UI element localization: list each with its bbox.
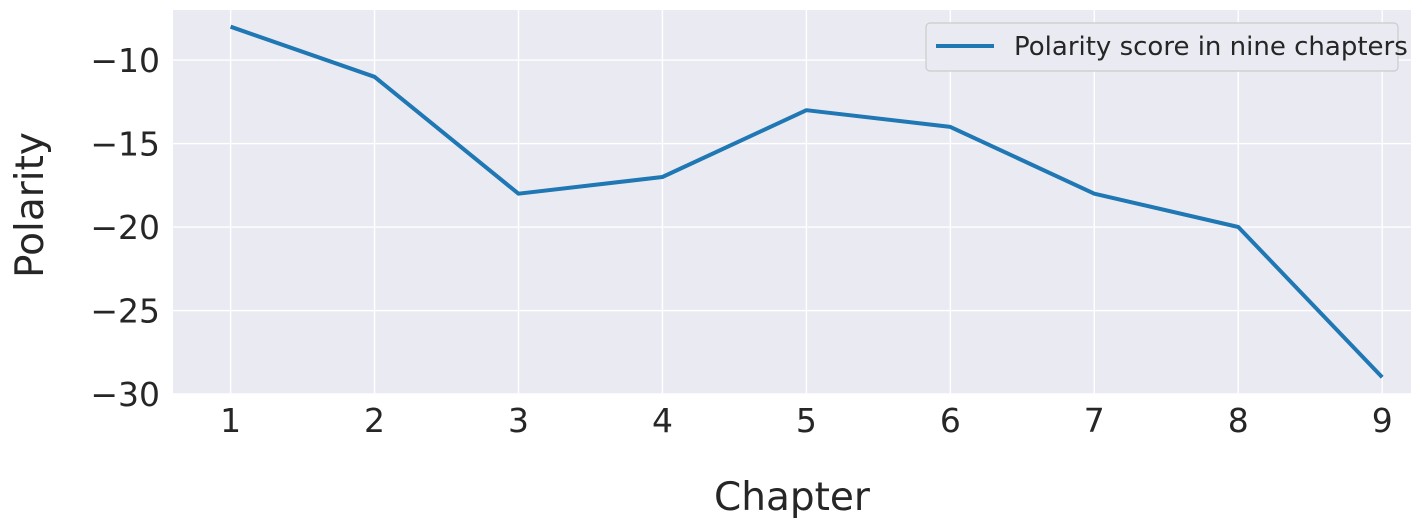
y-tick-label: −30 xyxy=(90,375,160,414)
series-layer xyxy=(229,24,1384,379)
x-tick-label: 5 xyxy=(796,401,817,440)
x-tick-label: 6 xyxy=(940,401,961,440)
x-tick-label: 7 xyxy=(1084,401,1105,440)
y-tick-label: −10 xyxy=(90,41,160,80)
series-line-0 xyxy=(229,24,1384,379)
x-tick-label: 2 xyxy=(364,401,385,440)
x-tick-label: 3 xyxy=(508,401,529,440)
x-axis-label: Chapter xyxy=(714,475,871,520)
y-axis-ticks: −10 −15 −20 −25 −30 xyxy=(90,41,160,414)
x-tick-label: 1 xyxy=(220,401,241,440)
plot-area xyxy=(173,10,1411,394)
legend-label: Polarity score in nine chapters xyxy=(1014,32,1408,62)
x-axis-ticks: 1 2 3 4 5 6 7 8 9 xyxy=(220,401,1393,440)
y-tick-label: −15 xyxy=(90,125,160,164)
x-tick-label: 4 xyxy=(652,401,673,440)
y-tick-label: −25 xyxy=(90,292,160,331)
legend: Polarity score in nine chapters xyxy=(925,22,1408,72)
y-tick-label: −20 xyxy=(90,208,160,247)
y-axis-label: Polarity xyxy=(8,132,53,278)
x-tick-label: 8 xyxy=(1228,401,1249,440)
x-tick-label: 9 xyxy=(1372,401,1393,440)
legend-box xyxy=(925,22,1399,72)
